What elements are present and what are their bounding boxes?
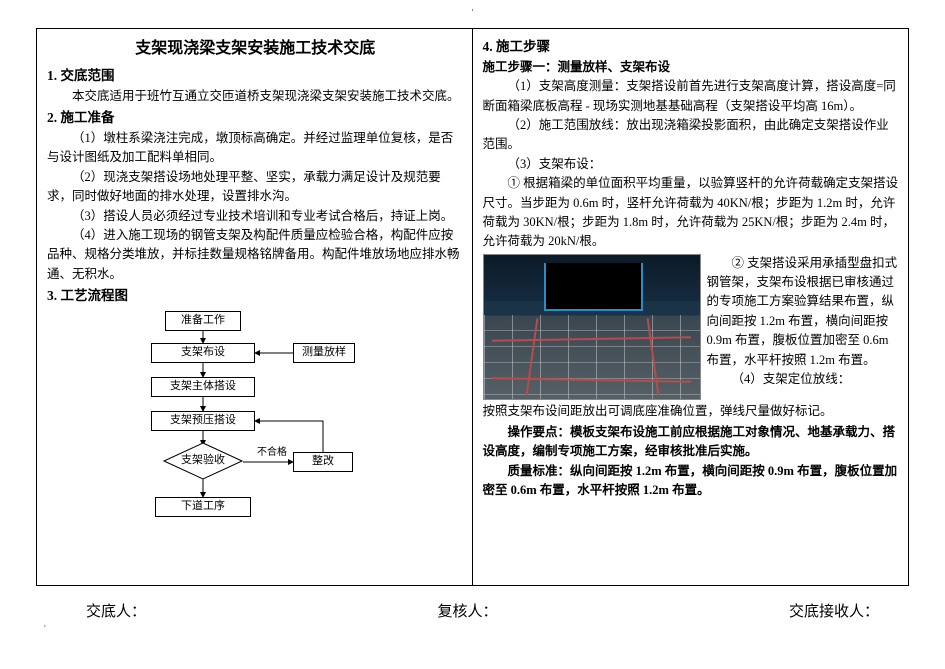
document-frame: 支架现浇梁支架安装施工技术交底 1. 交底范围 本交底适用于班竹互通立交匝道桥支… (36, 28, 909, 586)
right-p1: （1）支架高度测量：支架搭设前首先进行支架高度计算，搭设高度=同断面箱梁底板高程… (483, 77, 901, 116)
sign-reviewed-by: 复核人： (437, 600, 497, 621)
operation-points: 操作要点：模板支架布设施工前应根据施工对象情况、地基承载力、搭设高度，编制专项施… (483, 423, 901, 462)
flowchart: 准备工作 支架布设 测量放样 支架主体搭设 支架预压搭设 支架验收 不合格 整改… (107, 311, 397, 535)
right-p6: 按照支架布设间距放出可调底座准确位置，弹线尺量做好标记。 (483, 402, 901, 421)
flow-node-next: 下道工序 (155, 497, 251, 517)
section-2-p1: （1）墩柱系梁浇注完成，墩顶标高确定。并经过监理单位复核，是否与设计图纸及加工配… (47, 129, 464, 168)
section-2-p3: （3）搭设人员必须经过专业技术培训和专业考试合格后，持证上岗。 (47, 207, 464, 226)
top-page-marker: ' (472, 8, 474, 19)
flow-node-prepare: 准备工作 (165, 311, 241, 331)
flow-node-layout: 支架布设 (151, 343, 255, 363)
bottom-page-marker: ' (44, 624, 46, 635)
sign-disclosed-by: 交底人： (86, 600, 146, 621)
section-2-p2: （2）现浇支架搭设场地处理平整、坚实，承载力满足设计及规范要求，同时做好地面的排… (47, 168, 464, 207)
flow-node-survey: 测量放样 (293, 343, 355, 363)
photo-side-text: ② 支架搭设采用承插型盘扣式钢管架，支架布设根据已审核通过的专项施工方案验算结果… (707, 254, 901, 400)
photo-row: ② 支架搭设采用承插型盘扣式钢管架，支架布设根据已审核通过的专项施工方案验算结果… (483, 254, 901, 400)
right-p4: ① 根据箱梁的单位面积平均重量，以验算竖杆的允许荷载确定支架搭设尺寸。当步距为 … (483, 174, 901, 252)
signature-row: 交底人： 复核人： 交底接收人： (36, 586, 909, 621)
quality-standard: 质量标准：纵向间距按 1.2m 布置，横向间距按 0.9m 布置，腹板位置加密至… (483, 462, 901, 501)
left-column: 支架现浇梁支架安装施工技术交底 1. 交底范围 本交底适用于班竹互通立交匝道桥支… (37, 29, 473, 585)
section-1-body: 本交底适用于班竹互通立交匝道桥支架现浇梁支架安装施工技术交底。 (47, 87, 464, 106)
flow-label-fail: 不合格 (257, 445, 287, 461)
page: ' 支架现浇梁支架安装施工技术交底 1. 交底范围 本交底适用于班竹互通立交匝道… (0, 0, 945, 669)
right-p3: （3）支架布设： (483, 155, 901, 174)
right-p5: （4）支架定位放线： (707, 370, 901, 389)
right-p2: （2）施工范围放线：放出现浇箱梁投影面积，由此确定支架搭设作业范围。 (483, 116, 901, 155)
section-2-p4: （4）进入施工现场的钢管支架及构配件质量应检验合格，构配件应按品种、规格分类堆放… (47, 226, 464, 284)
sign-received-by: 交底接收人： (789, 600, 879, 621)
flow-node-preload: 支架预压搭设 (151, 411, 255, 431)
section-2-heading: 2. 施工准备 (47, 108, 464, 129)
right-column: 4. 施工步骤 施工步骤一：测量放样、支架布设 （1）支架高度测量：支架搭设前首… (473, 29, 909, 585)
flow-node-check-label: 支架验收 (163, 442, 243, 480)
flow-node-rectify: 整改 (293, 452, 353, 472)
doc-title: 支架现浇梁支架安装施工技术交底 (47, 37, 464, 62)
step-1-title: 施工步骤一：测量放样、支架布设 (483, 58, 901, 77)
section-3-heading: 3. 工艺流程图 (47, 286, 464, 307)
right-side-p: ② 支架搭设采用承插型盘扣式钢管架，支架布设根据已审核通过的专项施工方案验算结果… (707, 254, 901, 370)
section-4-heading: 4. 施工步骤 (483, 37, 901, 58)
flow-node-body: 支架主体搭设 (151, 377, 255, 397)
flow-node-check: 支架验收 (163, 442, 243, 480)
photo-tunnel (544, 263, 643, 311)
site-photo (483, 254, 701, 400)
section-1-heading: 1. 交底范围 (47, 66, 464, 87)
photo-ground-grid (484, 315, 700, 399)
